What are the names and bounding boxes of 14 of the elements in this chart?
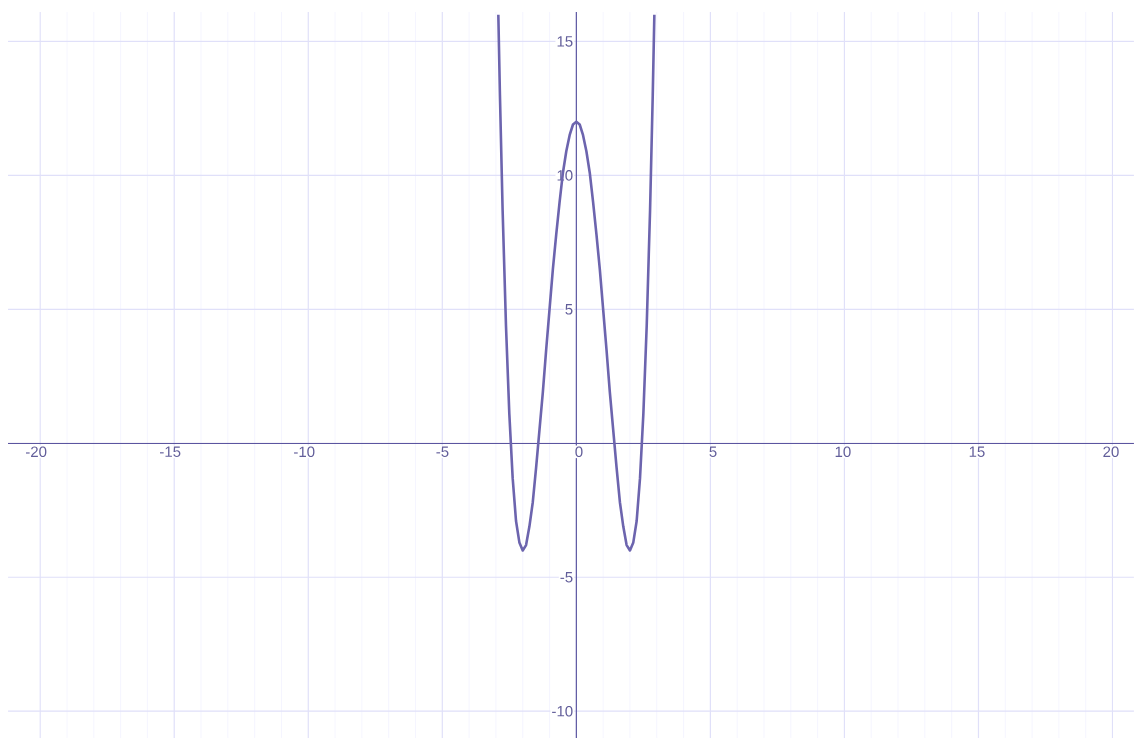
x-tick-label: -15 — [160, 446, 181, 457]
line-series — [497, 13, 656, 552]
x-tick-label: 10 — [835, 446, 851, 458]
x-tick-label: 0 — [575, 446, 583, 458]
y-tick-label: -5 — [560, 572, 573, 583]
x-tick-label: 15 — [969, 446, 985, 457]
y-tick-label: 15 — [557, 36, 573, 47]
x-tick-label: -5 — [436, 446, 449, 457]
y-tick-label: -10 — [552, 705, 573, 717]
x-tick-label: 5 — [709, 446, 717, 457]
y-tick-label: 5 — [565, 304, 573, 315]
x-tick-label: -10 — [294, 446, 315, 458]
x-tick-label: -20 — [25, 446, 47, 458]
x-tick-label: 20 — [1103, 446, 1119, 458]
